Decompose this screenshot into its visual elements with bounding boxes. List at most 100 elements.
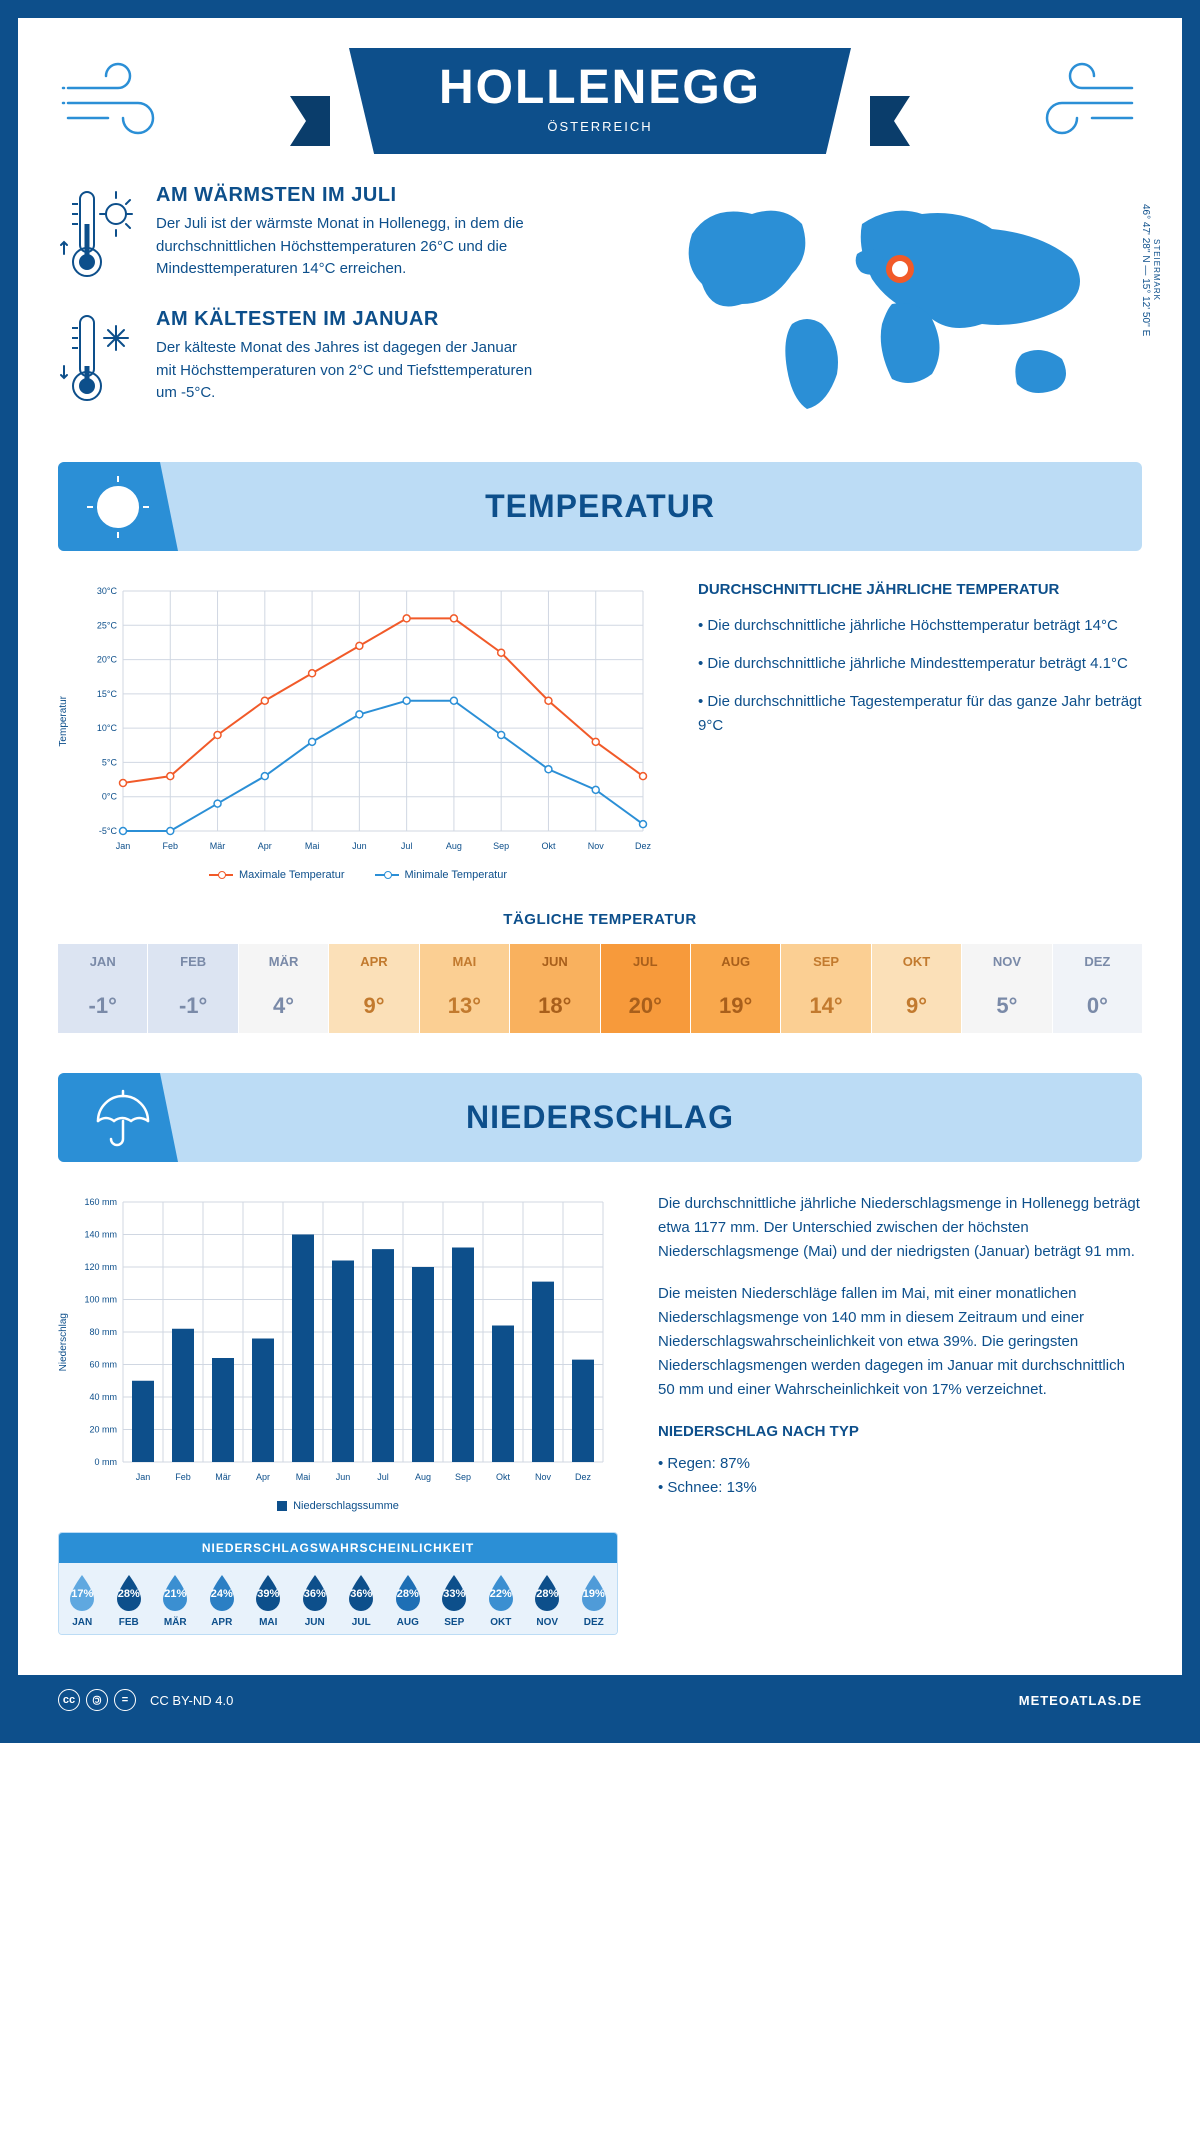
svg-text:80 mm: 80 mm — [89, 1327, 117, 1337]
svg-text:Okt: Okt — [496, 1472, 511, 1482]
svg-text:Sep: Sep — [455, 1472, 471, 1482]
chart-legend: Maximale Temperatur Minimale Temperatur — [58, 869, 658, 881]
prob-cell: 33% SEP — [431, 1563, 478, 1634]
svg-text:60 mm: 60 mm — [89, 1360, 117, 1370]
svg-text:Jun: Jun — [352, 841, 367, 851]
daily-cell: DEZ 0° — [1053, 944, 1142, 1033]
daily-cell: JUN 18° — [510, 944, 600, 1033]
wind-icon — [58, 58, 178, 148]
daily-cell: MAI 13° — [420, 944, 510, 1033]
prob-cell: 28% FEB — [106, 1563, 153, 1634]
umbrella-icon — [58, 1073, 178, 1162]
cc-icon: cc — [58, 1689, 80, 1711]
page-frame: HOLLENEGG ÖSTERREICH AM WÄRMSTEN IM JULI — [0, 0, 1200, 1743]
temperature-summary: DURCHSCHNITTLICHE JÄHRLICHE TEMPERATUR •… — [698, 581, 1142, 881]
prob-cell: 21% MÄR — [152, 1563, 199, 1634]
ribbon-decoration — [870, 96, 910, 146]
svg-text:15°C: 15°C — [97, 689, 118, 699]
svg-text:Jun: Jun — [336, 1472, 351, 1482]
page-subtitle: ÖSTERREICH — [439, 119, 761, 134]
thermometer-cold-icon — [58, 308, 138, 408]
header: HOLLENEGG ÖSTERREICH — [58, 48, 1142, 154]
license-badge: cc 🄯 = CC BY-ND 4.0 — [58, 1689, 233, 1711]
svg-text:Aug: Aug — [446, 841, 462, 851]
svg-text:20°C: 20°C — [97, 655, 118, 665]
svg-text:Mär: Mär — [215, 1472, 231, 1482]
svg-text:100 mm: 100 mm — [84, 1295, 117, 1305]
intro-row: AM WÄRMSTEN IM JULI Der Juli ist der wär… — [58, 184, 1142, 432]
svg-text:Mai: Mai — [296, 1472, 311, 1482]
section-precipitation: NIEDERSCHLAG — [58, 1073, 1142, 1162]
nd-icon: = — [114, 1689, 136, 1711]
prob-cell: 24% APR — [199, 1563, 246, 1634]
daily-cell: AUG 19° — [691, 944, 781, 1033]
fact-title: AM WÄRMSTEN IM JULI — [156, 184, 536, 207]
svg-text:Jan: Jan — [116, 841, 131, 851]
svg-text:Apr: Apr — [258, 841, 272, 851]
svg-text:Dez: Dez — [575, 1472, 592, 1482]
svg-text:Mai: Mai — [305, 841, 320, 851]
svg-text:Feb: Feb — [175, 1472, 191, 1482]
section-title: NIEDERSCHLAG — [58, 1099, 1142, 1136]
svg-text:Apr: Apr — [256, 1472, 270, 1482]
prob-cell: 36% JUN — [292, 1563, 339, 1634]
svg-text:20 mm: 20 mm — [89, 1425, 117, 1435]
page-title: HOLLENEGG — [439, 60, 761, 115]
daily-cell: SEP 14° — [781, 944, 871, 1033]
world-map: STEIERMARK 46° 47' 28'' N — 15° 12' 50''… — [662, 184, 1142, 432]
svg-text:-5°C: -5°C — [99, 826, 118, 836]
fact-text: Der kälteste Monat des Jahres ist dagege… — [156, 337, 536, 405]
svg-text:Okt: Okt — [541, 841, 556, 851]
line-chart-svg: -5°C 0°C 5°C 10°C 15°C 20°C 25°C 30°C Jan Feb Mär A… — [73, 581, 653, 861]
svg-text:120 mm: 120 mm — [84, 1262, 117, 1272]
svg-text:0 mm: 0 mm — [95, 1457, 118, 1467]
svg-text:140 mm: 140 mm — [84, 1230, 117, 1240]
daily-temp-grid: JAN -1° FEB -1° MÄR 4° APR 9° MAI 13° JU… — [58, 944, 1142, 1033]
temperature-chart: Temperatur -5°C0°C5°C10°C15°C20°C25°C30°… — [58, 581, 658, 881]
daily-cell: FEB -1° — [148, 944, 238, 1033]
svg-text:Feb: Feb — [163, 841, 179, 851]
daily-cell: NOV 5° — [962, 944, 1052, 1033]
sun-icon — [58, 462, 178, 551]
svg-text:0°C: 0°C — [102, 792, 118, 802]
fact-text: Der Juli ist der wärmste Monat in Hollen… — [156, 213, 536, 281]
by-icon: 🄯 — [86, 1689, 108, 1711]
bar-chart-svg: 0 mm 20 mm 40 mm 60 mm 80 mm 100 mm 120 mm 140 … — [73, 1192, 613, 1492]
svg-text:Mär: Mär — [210, 841, 226, 851]
svg-text:Jul: Jul — [377, 1472, 389, 1482]
svg-text:5°C: 5°C — [102, 757, 118, 767]
svg-text:Sep: Sep — [493, 841, 509, 851]
footer: cc 🄯 = CC BY-ND 4.0 METEOATLAS.DE — [18, 1675, 1182, 1725]
daily-temp-title: TÄGLICHE TEMPERATUR — [58, 911, 1142, 928]
svg-text:160 mm: 160 mm — [84, 1197, 117, 1207]
fact-title: AM KÄLTESTEN IM JANUAR — [156, 308, 536, 331]
title-banner: HOLLENEGG ÖSTERREICH — [349, 48, 851, 154]
svg-text:Jul: Jul — [401, 841, 413, 851]
daily-cell: JAN -1° — [58, 944, 148, 1033]
coldest-fact: AM KÄLTESTEN IM JANUAR Der kälteste Mona… — [58, 308, 632, 408]
prob-cell: 28% AUG — [385, 1563, 432, 1634]
svg-text:Jan: Jan — [136, 1472, 151, 1482]
daily-cell: MÄR 4° — [239, 944, 329, 1033]
svg-text:Nov: Nov — [588, 841, 605, 851]
svg-text:30°C: 30°C — [97, 586, 118, 596]
warmest-fact: AM WÄRMSTEN IM JULI Der Juli ist der wär… — [58, 184, 632, 284]
daily-cell: APR 9° — [329, 944, 419, 1033]
prob-cell: 22% OKT — [478, 1563, 525, 1634]
svg-text:10°C: 10°C — [97, 723, 118, 733]
precipitation-summary: Die durchschnittliche jährliche Niedersc… — [658, 1192, 1142, 1635]
prob-cell: 19% DEZ — [571, 1563, 618, 1634]
daily-cell: JUL 20° — [601, 944, 691, 1033]
prob-cell: 17% JAN — [59, 1563, 106, 1634]
svg-text:25°C: 25°C — [97, 620, 118, 630]
svg-text:Aug: Aug — [415, 1472, 431, 1482]
svg-text:Dez: Dez — [635, 841, 652, 851]
precipitation-chart: Niederschlag 0 mm20 mm40 mm60 mm80 mm100… — [58, 1192, 618, 1492]
svg-text:Nov: Nov — [535, 1472, 552, 1482]
prob-cell: 39% MAI — [245, 1563, 292, 1634]
section-title: TEMPERATUR — [58, 488, 1142, 525]
svg-text:40 mm: 40 mm — [89, 1392, 117, 1402]
wind-icon — [1022, 58, 1142, 148]
daily-cell: OKT 9° — [872, 944, 962, 1033]
thermometer-hot-icon — [58, 184, 138, 284]
